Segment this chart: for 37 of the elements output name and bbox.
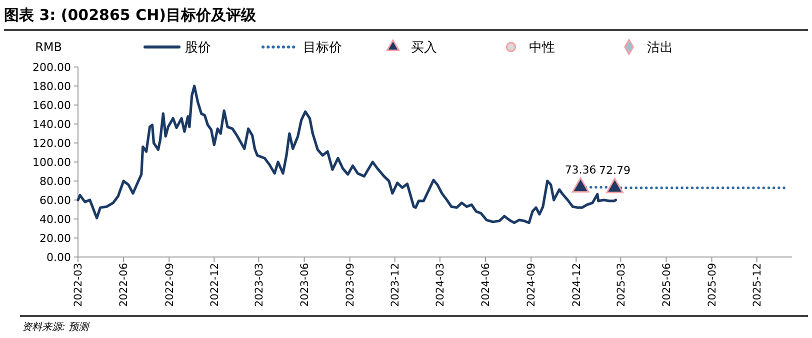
x-tick-label: 2025-09 [706, 263, 718, 307]
x-tick-label: 2022-09 [164, 263, 176, 307]
x-tick-label: 2022-06 [118, 262, 130, 307]
legend-label: 沽出 [647, 40, 673, 56]
x-tick-label: 2022-12 [208, 263, 221, 307]
x-tick-label: 2025-03 [615, 263, 628, 307]
legend-label: 中性 [529, 40, 555, 56]
y-tick-label: 40.00 [40, 212, 71, 226]
chart-title: 图表 3: (002865 CH)目标价及评级 [4, 6, 257, 24]
x-tick-label: 2022-03 [72, 263, 85, 307]
y-tick-label: 80.00 [40, 174, 71, 188]
legend-label: 股价 [185, 40, 211, 56]
x-tick-label: 2025-06 [660, 262, 673, 307]
x-tick-label: 2024-03 [434, 263, 447, 307]
y-tick-label: 200.00 [32, 60, 71, 74]
x-tick-label: 2024-12 [570, 263, 583, 307]
y-tick-label: 120.00 [32, 136, 71, 150]
data-label: 73.36 [564, 163, 596, 176]
legend-label: 买入 [411, 40, 437, 56]
legend-label: 目标价 [303, 40, 342, 56]
y-tick-label: 160.00 [32, 98, 71, 112]
x-tick-label: 2025-12 [752, 263, 764, 307]
y-tick-label: 100.00 [32, 156, 71, 169]
x-tick-label: 2023-03 [253, 263, 266, 307]
x-tick-label: 2023-09 [344, 263, 357, 307]
y-tick-label: 60.00 [40, 194, 71, 207]
x-tick-label: 2024-06 [480, 262, 492, 307]
x-tick-label: 2023-06 [298, 262, 311, 307]
y-tick-label: 0.00 [46, 250, 71, 264]
y-axis-title: RMB [35, 40, 62, 54]
x-tick-label: 2024-09 [526, 263, 538, 307]
y-tick-label: 180.00 [32, 80, 71, 93]
data-label: 72.79 [598, 164, 630, 177]
y-tick-label: 140.00 [32, 118, 71, 131]
text: 资料来源: 预测 [22, 321, 91, 333]
y-tick-label: 20.00 [40, 232, 71, 245]
x-tick-label: 2023-12 [390, 263, 402, 307]
